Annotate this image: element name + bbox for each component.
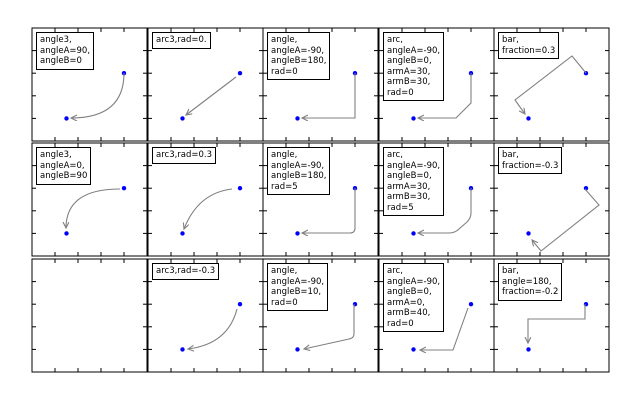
data-point	[64, 116, 69, 121]
annotation-label: angle, angleA=-90, angleB=180, rad=0	[267, 32, 331, 80]
annotation-label: angle, angleA=-90, angleB=180, rad=5	[267, 147, 331, 195]
subplot-panel: bar, fraction=0.3	[493, 27, 610, 142]
annotation-label: arc, angleA=-90, angleB=0, armA=30, armB…	[383, 147, 445, 216]
data-point	[295, 231, 300, 236]
subplot-panel: angle, angleA=-90, angleB=180, rad=0	[262, 27, 379, 142]
annotation-label: arc, angleA=-90, angleB=0, armA=30, armB…	[383, 32, 445, 101]
data-point	[295, 116, 300, 121]
data-point	[411, 231, 416, 236]
subplot-panel: arc, angleA=-90, angleB=0, armA=0, armB=…	[378, 258, 495, 373]
data-point	[468, 302, 474, 307]
data-point	[526, 231, 531, 236]
connection-arrow	[420, 307, 469, 350]
connection-arrow	[188, 308, 238, 349]
subplot-panel: arc3,rad=-0.3	[147, 258, 264, 373]
subplot-panel: bar, fraction=-0.3	[493, 142, 610, 257]
data-point	[295, 347, 300, 352]
data-point	[237, 302, 243, 307]
subplot-panel: bar, angle=180, fraction=-0.2	[493, 258, 610, 373]
annotation-label: arc, angleA=-90, angleB=0, armA=0, armB=…	[383, 263, 445, 332]
connection-arrow	[184, 188, 233, 229]
connection-arrow	[418, 73, 472, 118]
axes	[31, 258, 148, 373]
data-point	[180, 116, 185, 121]
connection-arrow	[304, 304, 355, 349]
connection-arrow	[418, 188, 472, 233]
annotation-label: arc3,rad=0.3	[152, 147, 217, 164]
subplot-panel: angle, angleA=-90, angleB=180, rad=5	[262, 142, 379, 257]
annotation-label: angle3, angleA=0, angleB=90	[36, 147, 92, 185]
data-point	[64, 231, 69, 236]
subplot-panel: arc, angleA=-90, angleB=0, armA=30, armB…	[378, 27, 495, 142]
connection-arrow	[302, 73, 356, 118]
annotation-label: arc3,rad=0.	[152, 32, 211, 49]
annotation-label: angle3, angleA=90, angleB=0	[36, 32, 95, 70]
subplot-panel: arc, angleA=-90, angleB=0, armA=30, armB…	[378, 142, 495, 257]
data-point	[526, 116, 531, 121]
data-point	[180, 231, 185, 236]
annotation-label: bar, fraction=0.3	[498, 32, 560, 59]
connection-arrow	[302, 188, 356, 233]
annotation-label: bar, angle=180, fraction=-0.2	[498, 263, 563, 301]
connection-arrow	[532, 188, 600, 252]
connection-arrow	[71, 72, 125, 118]
connection-arrow	[186, 76, 237, 115]
connection-arrow	[514, 55, 587, 114]
data-point	[180, 347, 185, 352]
subplot-panel: arc3,rad=0.	[147, 27, 264, 142]
subplot-panel: arc3,rad=0.3	[147, 142, 264, 257]
subplot-panel: angle3, angleA=0, angleB=90	[31, 142, 148, 257]
data-point	[411, 116, 416, 121]
connection-arrow	[66, 188, 121, 228]
subplot-panel: angle3, angleA=90, angleB=0	[31, 27, 148, 142]
annotation-label: arc3,rad=-0.3	[152, 263, 220, 280]
subplot-panel	[31, 258, 148, 373]
annotation-label: angle, angleA=-90, angleB=10, rad=0	[267, 263, 329, 311]
data-point	[526, 347, 531, 352]
data-point	[237, 186, 243, 191]
subplot-panel: angle, angleA=-90, angleB=10, rad=0	[262, 258, 379, 373]
connection-arrow	[528, 304, 586, 343]
data-point	[237, 71, 243, 76]
annotation-label: bar, fraction=-0.3	[498, 147, 563, 174]
data-point	[121, 186, 127, 191]
axes-frame	[31, 258, 148, 373]
data-point	[411, 347, 416, 352]
